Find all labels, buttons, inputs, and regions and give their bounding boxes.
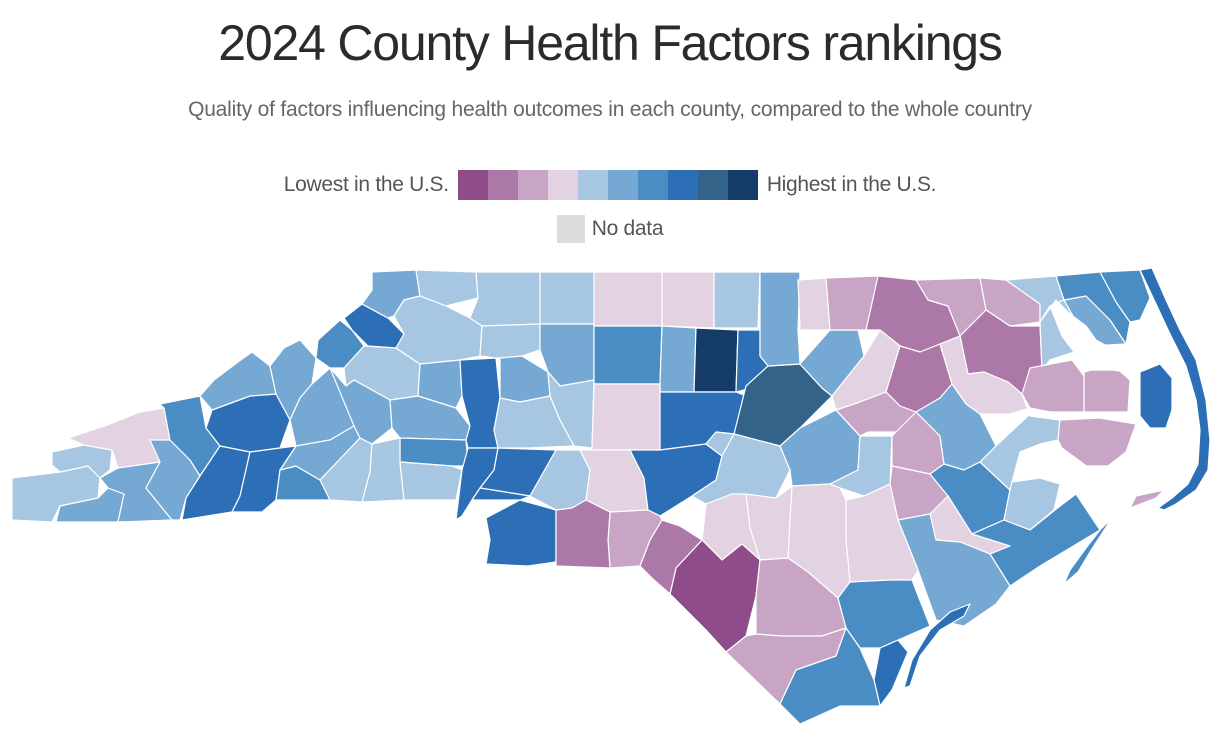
legend-high-label: Highest in the U.S. [766, 173, 937, 196]
legend-swatch-10 [727, 170, 758, 200]
nodata-label: No data [591, 217, 664, 240]
county-c97 [837, 579, 931, 649]
county-c85 [971, 493, 1101, 587]
county-c27 [399, 437, 469, 467]
legend-swatch-1 [457, 170, 488, 200]
legend-swatches [457, 170, 758, 200]
county-c39 [471, 487, 557, 567]
nodata-swatch [556, 215, 585, 243]
county-c22 [415, 269, 479, 307]
county-c45 [659, 325, 697, 393]
county-c78 [1021, 359, 1085, 413]
county-c68 [829, 409, 893, 497]
island-b1 [1139, 267, 1211, 511]
county-c81 [1139, 363, 1173, 429]
county-c55 [691, 433, 791, 505]
county-c58 [797, 277, 831, 331]
county-c42 [661, 271, 715, 329]
nc-county-map [11, 267, 1211, 725]
county-c46 [693, 327, 739, 393]
legend-swatch-2 [487, 170, 518, 200]
county-c99 [779, 627, 881, 725]
chart-title: 2024 County Health Factors rankings [218, 15, 1003, 71]
island-b3 [1063, 517, 1113, 585]
chart-subtitle: Quality of factors influencing health ou… [188, 98, 1032, 121]
county-c94 [555, 499, 611, 569]
legend-swatch-3 [517, 170, 548, 200]
legend-swatch-8 [667, 170, 698, 200]
county-c44 [593, 325, 663, 385]
nodata-legend: No data [0, 215, 1220, 243]
legend-low-label: Lowest in the U.S. [283, 173, 449, 196]
county-c34 [539, 271, 595, 325]
sound-water [1019, 299, 1151, 485]
county-c23 [393, 295, 483, 365]
color-legend: Lowest in the U.S. Highest in the U.S. [0, 170, 1220, 200]
county-c43 [713, 271, 761, 329]
county-c48 [587, 383, 661, 451]
county-c41 [593, 271, 663, 327]
county-layer [11, 269, 1173, 725]
county-c29 [399, 461, 463, 501]
barrier-island-layer [903, 267, 1211, 689]
island-b4 [903, 603, 971, 689]
county-c24 [469, 271, 541, 327]
legend-swatch-5 [577, 170, 608, 200]
county-c92 [639, 519, 703, 595]
legend-swatch-9 [697, 170, 728, 200]
county-c31 [479, 323, 541, 359]
legend-swatch-6 [607, 170, 638, 200]
county-c51 [759, 271, 801, 367]
county-c98 [873, 639, 909, 707]
legend-swatch-7 [637, 170, 668, 200]
legend-swatch-4 [547, 170, 578, 200]
county-c86 [897, 513, 1011, 627]
county-c32 [499, 355, 551, 403]
county-c36 [547, 371, 595, 449]
island-b2 [1129, 489, 1165, 509]
